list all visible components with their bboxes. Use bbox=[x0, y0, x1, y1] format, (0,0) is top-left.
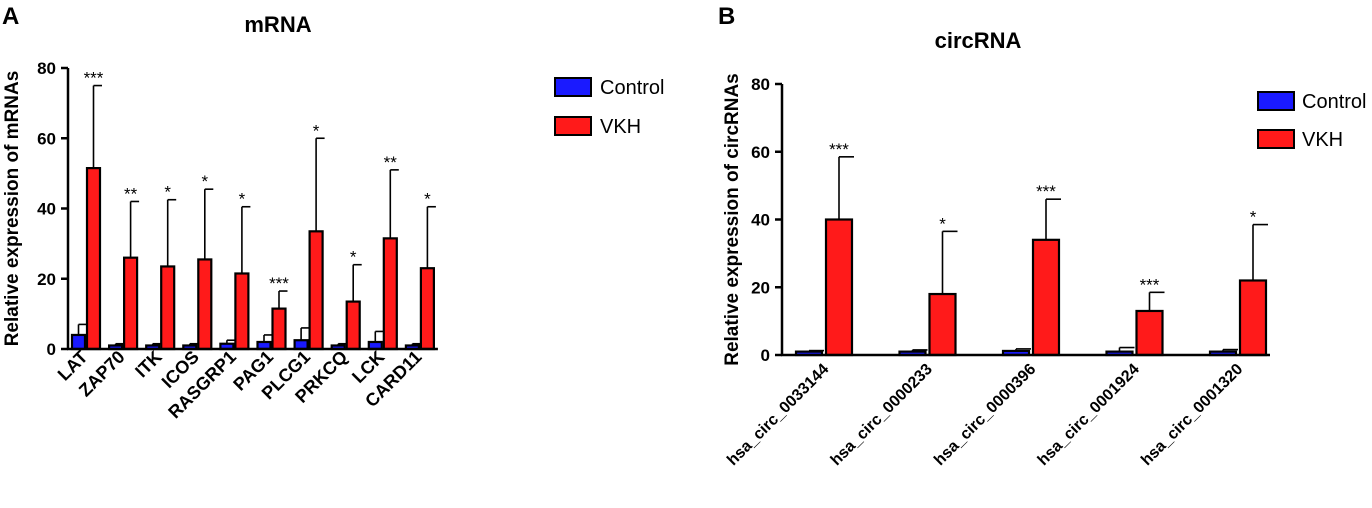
bar-vkh bbox=[197, 258, 213, 351]
bar-group-lat: *** bbox=[70, 69, 104, 351]
bar-group-card11: * bbox=[404, 190, 436, 351]
bar-vkh bbox=[234, 272, 250, 351]
bar-group-lck: ** bbox=[367, 153, 399, 351]
significance-label: * bbox=[939, 214, 946, 233]
significance-label: * bbox=[350, 248, 357, 267]
bar-group-hsa_circ_0033144: *** bbox=[794, 140, 854, 357]
chart-title: circRNA bbox=[935, 28, 1022, 53]
significance-label: *** bbox=[1036, 182, 1056, 201]
bar-group-prkcq: * bbox=[330, 248, 362, 351]
panel-letter: A bbox=[2, 3, 19, 30]
bar-vkh bbox=[419, 267, 435, 351]
bar-vkh bbox=[928, 292, 957, 357]
bar-group-hsa_circ_0000396: *** bbox=[1001, 182, 1061, 357]
y-tick-label: 20 bbox=[751, 278, 770, 297]
significance-label: * bbox=[424, 190, 431, 209]
legend-swatch-control bbox=[1257, 91, 1295, 111]
significance-label: * bbox=[239, 190, 246, 209]
significance-label: * bbox=[164, 183, 171, 202]
significance-label: * bbox=[313, 121, 320, 140]
significance-label: *** bbox=[829, 140, 849, 159]
significance-label: *** bbox=[84, 69, 104, 88]
y-tick-label: 80 bbox=[751, 75, 770, 94]
significance-label: * bbox=[201, 172, 208, 191]
bar-group-zap70: ** bbox=[107, 184, 140, 351]
bar-group-pag1: *** bbox=[256, 274, 289, 351]
bar-group-plcg1: * bbox=[293, 121, 325, 351]
y-tick-label: 0 bbox=[47, 340, 56, 359]
y-tick-label: 60 bbox=[751, 143, 770, 162]
bar-group-rasgrp1: * bbox=[219, 190, 251, 351]
panel-letter: B bbox=[718, 3, 735, 30]
legend-label-control: Control bbox=[1302, 91, 1366, 113]
legend: Control VKH bbox=[1257, 91, 1366, 151]
y-tick-label: 40 bbox=[751, 211, 770, 230]
bar-vkh bbox=[1031, 238, 1061, 357]
bar-vkh bbox=[308, 230, 324, 351]
significance-label: ** bbox=[124, 184, 138, 203]
bar-control bbox=[293, 339, 309, 351]
significance-label: ** bbox=[384, 153, 398, 172]
legend-label-vkh: VKH bbox=[1302, 129, 1343, 151]
significance-label: * bbox=[1250, 208, 1257, 227]
x-tick-label: hsa_circ_0000233 bbox=[828, 361, 936, 469]
y-tick-label: 20 bbox=[37, 270, 56, 289]
y-tick-label: 40 bbox=[37, 200, 56, 219]
y-axis-label: Relative expression of circRNAs bbox=[722, 73, 743, 366]
bar-group-itk: * bbox=[145, 183, 177, 351]
y-axis-label: Relative expression of mRNAs bbox=[2, 71, 23, 347]
bar-vkh bbox=[1135, 309, 1164, 357]
legend-swatch-vkh bbox=[554, 116, 592, 136]
legend-label-control: Control bbox=[600, 77, 664, 99]
bar-group-hsa_circ_0000233: * bbox=[898, 214, 958, 357]
legend: Control VKH bbox=[554, 77, 664, 138]
y-tick-label: 0 bbox=[761, 346, 770, 365]
x-tick-label: hsa_circ_0001924 bbox=[1035, 361, 1143, 469]
bar-group-hsa_circ_0001924: *** bbox=[1105, 275, 1165, 357]
chart-title: mRNA bbox=[244, 12, 311, 37]
legend-label-vkh: VKH bbox=[600, 116, 641, 138]
legend-swatch-control bbox=[554, 77, 592, 97]
bar-vkh bbox=[824, 218, 854, 357]
bar-vkh bbox=[85, 167, 102, 351]
bar-vkh bbox=[271, 307, 287, 351]
bar-vkh bbox=[1238, 279, 1268, 357]
bar-group-icos: * bbox=[182, 172, 214, 351]
x-tick-label: hsa_circ_0001320 bbox=[1138, 361, 1246, 469]
bar-vkh bbox=[160, 265, 176, 351]
x-tick-label: hsa_circ_0000396 bbox=[931, 361, 1039, 469]
bar-vkh bbox=[122, 256, 139, 351]
x-tick-label: hsa_circ_0033144 bbox=[724, 361, 832, 469]
bar-vkh bbox=[382, 237, 398, 351]
legend-swatch-vkh bbox=[1257, 129, 1295, 149]
bar-group-hsa_circ_0001320: * bbox=[1208, 208, 1268, 357]
y-tick-label: 60 bbox=[37, 129, 56, 148]
y-tick-label: 80 bbox=[37, 59, 56, 78]
bar-control bbox=[70, 333, 87, 351]
significance-label: *** bbox=[1140, 275, 1160, 294]
bar-vkh bbox=[345, 300, 361, 351]
significance-label: *** bbox=[269, 274, 289, 293]
